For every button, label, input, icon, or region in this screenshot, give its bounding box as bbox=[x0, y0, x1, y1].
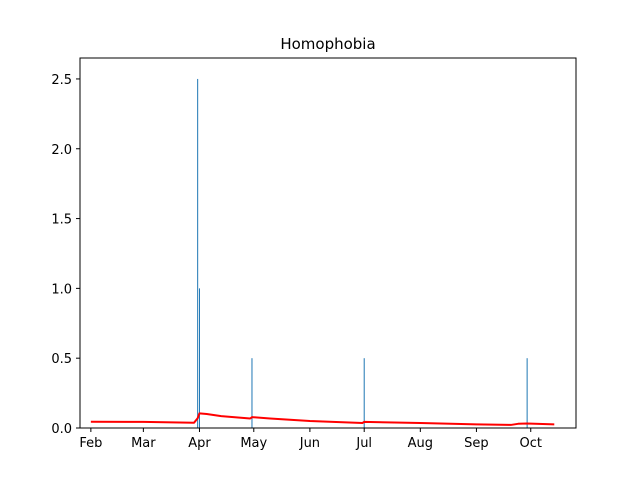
y-tick-label: 0.0 bbox=[51, 422, 72, 437]
bar bbox=[363, 358, 365, 428]
x-tick-label: Jul bbox=[355, 436, 372, 451]
plot-frame bbox=[79, 57, 577, 429]
y-tick-label: 2.0 bbox=[51, 143, 72, 158]
series-line bbox=[90, 412, 555, 426]
y-tick-label: 1.5 bbox=[51, 213, 72, 228]
bar bbox=[251, 358, 253, 428]
x-axis: Feb Mar Apr May Jun Jul Aug Sep Oct bbox=[79, 428, 542, 451]
x-tick-label: Oct bbox=[520, 436, 542, 451]
line-series bbox=[90, 412, 555, 426]
bar bbox=[197, 78, 199, 429]
x-tick-label: Sep bbox=[464, 436, 489, 451]
x-tick-label: Jun bbox=[299, 436, 320, 451]
y-tick-label: 1.0 bbox=[51, 282, 72, 297]
bar-series bbox=[197, 78, 528, 429]
chart-title: Homophobia bbox=[280, 35, 375, 53]
x-tick-label: Feb bbox=[79, 436, 102, 451]
x-tick-label: Mar bbox=[131, 436, 156, 451]
y-tick-label: 0.5 bbox=[51, 352, 72, 367]
x-tick-label: Aug bbox=[408, 436, 433, 451]
x-tick-label: May bbox=[240, 436, 267, 451]
y-tick-label: 2.5 bbox=[51, 73, 72, 88]
x-tick-label: Apr bbox=[188, 436, 211, 451]
bar bbox=[198, 288, 200, 428]
bar bbox=[526, 358, 528, 428]
y-axis: 0.0 0.5 1.0 1.5 2.0 2.5 bbox=[51, 73, 80, 437]
